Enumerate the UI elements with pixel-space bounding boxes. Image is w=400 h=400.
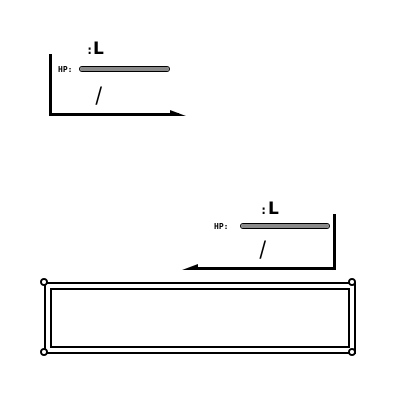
player-hp-separator: / <box>259 238 267 263</box>
dialog-corner-bottom-right <box>348 348 356 356</box>
dialog-inner-border <box>50 288 350 348</box>
dialog-corner-top-left <box>40 278 48 286</box>
enemy-status-frame <box>49 54 186 116</box>
player-status-panel: : L HP: / <box>0 190 400 280</box>
enemy-hp-label: HP: <box>58 65 73 74</box>
player-hp-fill <box>241 224 329 228</box>
player-level-label: L <box>268 199 279 219</box>
enemy-hp-fill <box>80 67 169 71</box>
player-status-frame <box>182 214 336 270</box>
enemy-hp-bar <box>79 66 170 72</box>
dialog-corner-bottom-left <box>40 348 48 356</box>
enemy-level-label: L <box>93 39 104 59</box>
player-hp-bar <box>240 223 330 229</box>
player-hp-label: HP: <box>214 222 229 231</box>
player-level-colon: : <box>260 203 268 217</box>
enemy-level-colon: : <box>86 43 94 57</box>
dialog-corner-top-right <box>348 278 356 286</box>
enemy-hp-separator: / <box>95 84 103 109</box>
enemy-status-panel: : L HP: / <box>0 0 400 130</box>
dialog-box <box>44 282 356 354</box>
